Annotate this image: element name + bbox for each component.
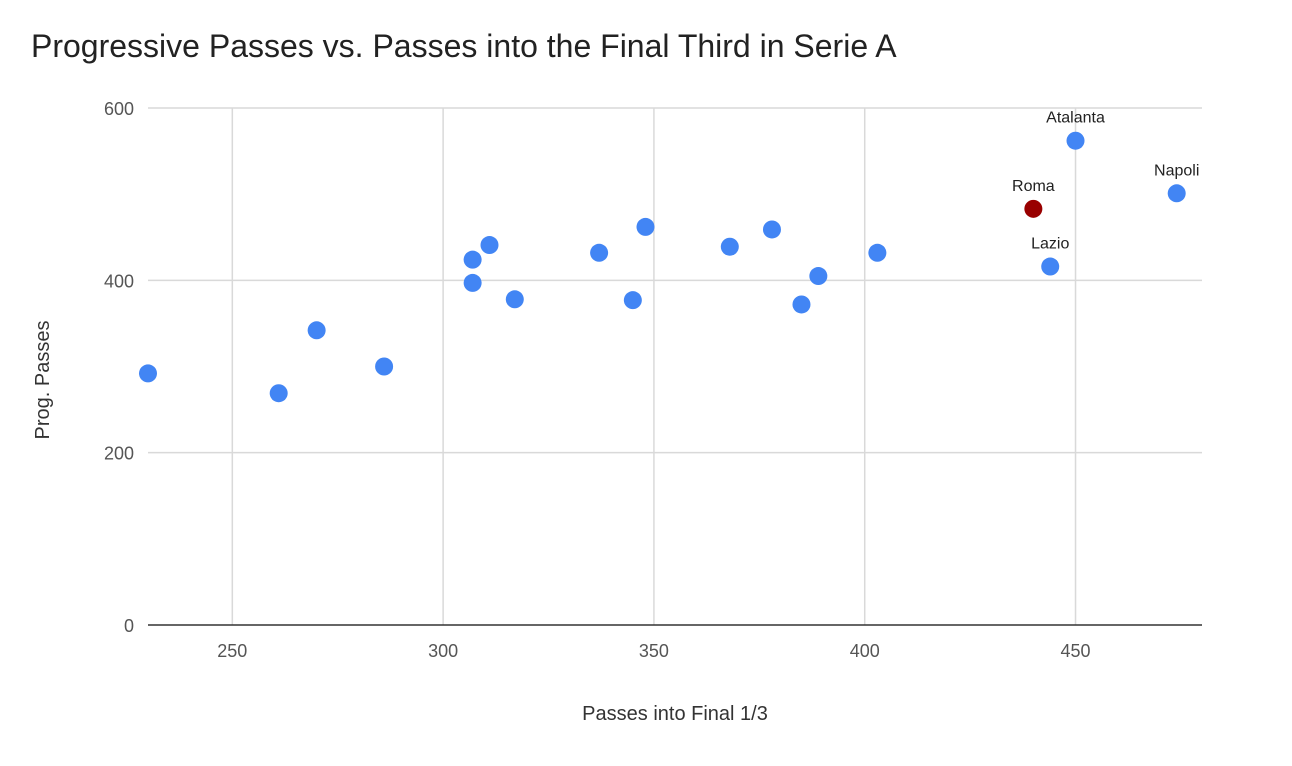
data-point[interactable] [505, 290, 524, 309]
data-point[interactable] [590, 243, 609, 262]
data-point[interactable] [868, 243, 887, 262]
data-label-lazio: Lazio [1031, 236, 1069, 253]
data-point[interactable] [269, 384, 288, 403]
data-point[interactable] [375, 357, 394, 376]
data-point[interactable] [480, 236, 499, 255]
y-tick-label: 200 [104, 444, 134, 464]
data-point[interactable] [762, 220, 781, 239]
y-axis-title: Prog. Passes [32, 321, 54, 440]
data-label-atalanta: Atalanta [1046, 110, 1105, 127]
chart-title: Progressive Passes vs. Passes into the F… [31, 28, 897, 64]
x-axis-title: Passes into Final 1/3 [582, 703, 768, 725]
y-tick-label: 0 [124, 616, 134, 636]
x-tick-label: 450 [1060, 641, 1090, 661]
data-point-napoli[interactable] [1167, 184, 1186, 203]
data-point[interactable] [809, 267, 828, 286]
axes: 0 200 400 600 250 300 350 400 450 [104, 99, 1202, 661]
data-point-atalanta[interactable] [1066, 131, 1085, 150]
data-label-roma: Roma [1012, 178, 1055, 195]
x-tick-label: 350 [639, 641, 669, 661]
data-point[interactable] [463, 250, 482, 269]
data-point-roma[interactable] [1024, 199, 1043, 218]
data-labels: Roma Lazio Atalanta Napoli [1012, 110, 1199, 253]
y-tick-label: 400 [104, 271, 134, 291]
data-point[interactable] [792, 295, 811, 314]
x-tick-label: 400 [850, 641, 880, 661]
data-point[interactable] [623, 291, 642, 310]
x-tick-label: 300 [428, 641, 458, 661]
data-point[interactable] [139, 364, 157, 383]
data-point-lazio[interactable] [1041, 257, 1060, 276]
data-point[interactable] [463, 273, 482, 292]
x-tick-label: 250 [217, 641, 247, 661]
data-points [139, 131, 1186, 403]
grid-lines [148, 107, 1202, 625]
data-point[interactable] [307, 321, 326, 340]
data-point[interactable] [720, 237, 739, 256]
data-label-napoli: Napoli [1154, 162, 1199, 179]
data-point[interactable] [636, 217, 655, 236]
y-tick-label: 600 [104, 99, 134, 119]
